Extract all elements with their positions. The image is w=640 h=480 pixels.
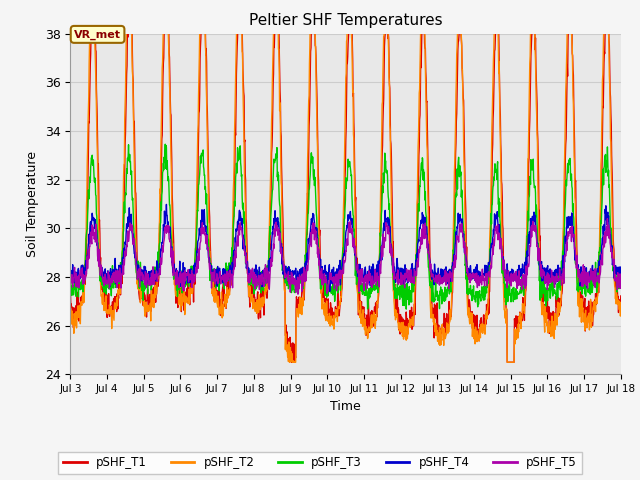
X-axis label: Time: Time — [330, 400, 361, 413]
pSHF_T4 — [504, 269, 511, 275]
pSHF_T2 — [176, 299, 184, 305]
pSHF_T2 — [552, 314, 560, 320]
pSHF_T1 — [67, 287, 74, 292]
pSHF_T5 — [604, 216, 611, 222]
pSHF_T1 — [552, 293, 560, 299]
Text: VR_met: VR_met — [74, 29, 121, 39]
pSHF_T4 — [189, 271, 197, 277]
pSHF_T3 — [504, 298, 511, 304]
Line: pSHF_T1: pSHF_T1 — [70, 22, 621, 362]
pSHF_T1 — [432, 310, 440, 315]
pSHF_T2 — [67, 304, 74, 310]
pSHF_T4 — [67, 274, 74, 280]
pSHF_T3 — [432, 279, 440, 285]
pSHF_T3 — [617, 281, 625, 287]
pSHF_T5 — [431, 278, 439, 284]
pSHF_T1 — [189, 286, 197, 292]
pSHF_T1 — [287, 360, 295, 365]
pSHF_T2 — [617, 304, 625, 310]
pSHF_T5 — [617, 273, 625, 279]
pSHF_T4 — [552, 266, 560, 272]
pSHF_T1 — [617, 293, 625, 299]
pSHF_T5 — [294, 291, 302, 297]
Line: pSHF_T3: pSHF_T3 — [70, 144, 621, 309]
pSHF_T4 — [163, 202, 170, 207]
pSHF_T3 — [552, 293, 560, 299]
pSHF_T5 — [504, 285, 511, 290]
pSHF_T3 — [251, 288, 259, 293]
pSHF_T1 — [88, 19, 95, 24]
pSHF_T3 — [189, 280, 197, 286]
pSHF_T2 — [504, 360, 511, 365]
Line: pSHF_T5: pSHF_T5 — [70, 219, 621, 294]
Legend: pSHF_T1, pSHF_T2, pSHF_T3, pSHF_T4, pSHF_T5: pSHF_T1, pSHF_T2, pSHF_T3, pSHF_T4, pSHF… — [58, 452, 582, 474]
pSHF_T2 — [189, 279, 197, 285]
pSHF_T4 — [326, 288, 333, 294]
pSHF_T4 — [432, 272, 440, 277]
pSHF_T5 — [552, 276, 559, 281]
pSHF_T2 — [251, 306, 259, 312]
Title: Peltier SHF Temperatures: Peltier SHF Temperatures — [249, 13, 442, 28]
pSHF_T4 — [176, 258, 184, 264]
pSHF_T2 — [285, 360, 293, 365]
pSHF_T5 — [175, 274, 183, 280]
pSHF_T1 — [176, 294, 184, 300]
pSHF_T4 — [251, 273, 259, 278]
pSHF_T1 — [504, 360, 511, 365]
Line: pSHF_T4: pSHF_T4 — [70, 204, 621, 291]
pSHF_T3 — [161, 141, 169, 147]
pSHF_T4 — [617, 279, 625, 285]
pSHF_T5 — [250, 282, 258, 288]
pSHF_T1 — [251, 294, 259, 300]
pSHF_T3 — [403, 306, 410, 312]
Line: pSHF_T2: pSHF_T2 — [70, 22, 621, 362]
pSHF_T5 — [189, 271, 196, 277]
pSHF_T5 — [67, 277, 74, 283]
pSHF_T3 — [67, 293, 74, 299]
pSHF_T2 — [432, 321, 440, 326]
Y-axis label: Soil Temperature: Soil Temperature — [26, 151, 39, 257]
pSHF_T2 — [87, 19, 95, 24]
pSHF_T3 — [176, 273, 184, 279]
